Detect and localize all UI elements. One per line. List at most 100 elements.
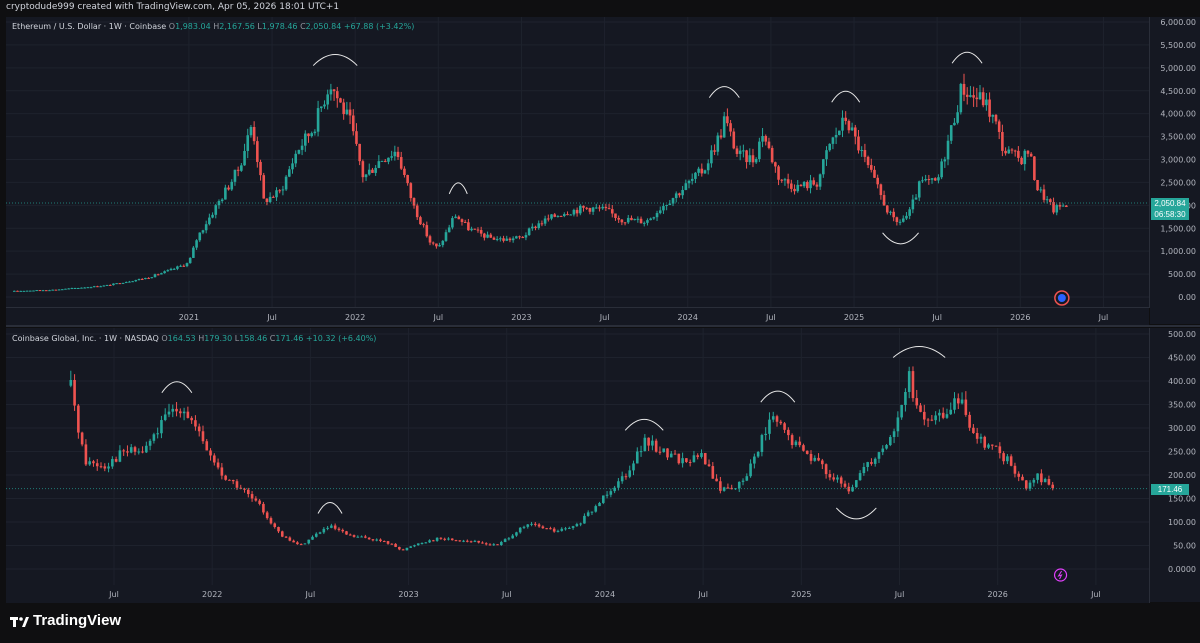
- candle-body: [719, 135, 723, 138]
- candle-body: [326, 94, 329, 105]
- candle-body: [964, 399, 968, 415]
- candle-body: [624, 476, 628, 478]
- candle-body: [76, 288, 80, 290]
- candle-body: [541, 526, 545, 529]
- candle-body: [105, 284, 109, 286]
- candle-body: [447, 227, 451, 233]
- candle-body: [374, 167, 377, 173]
- candle-body: [575, 209, 579, 214]
- candle-body: [73, 288, 77, 290]
- y-tick-label: 300.00: [1168, 424, 1196, 433]
- candle-body: [889, 211, 892, 213]
- candle-body: [1021, 476, 1024, 481]
- candle-body: [662, 448, 666, 453]
- x-tick-label: Jul: [765, 313, 776, 322]
- candle-body: [182, 265, 186, 267]
- candle-body: [351, 115, 355, 132]
- candle-body: [924, 179, 927, 181]
- tradingview-brand[interactable]: TradingView: [33, 612, 122, 629]
- candle-body: [345, 531, 348, 535]
- candle-body: [730, 487, 733, 490]
- candle-body: [892, 211, 895, 218]
- candle-body: [153, 274, 157, 278]
- coin-x-axis[interactable]: Jul 2022 Jul 2023 Jul 2024 Jul 2025 Jul 2026 Jul: [6, 585, 1149, 603]
- candle-body: [51, 289, 54, 291]
- top-arc-annotation: [317, 502, 343, 514]
- candle-body: [500, 541, 503, 546]
- candle-body: [534, 523, 537, 525]
- candle-body: [303, 133, 307, 146]
- candle-body: [598, 207, 601, 209]
- candle-body: [156, 433, 159, 435]
- candle-body: [531, 226, 534, 229]
- candle-body: [620, 219, 624, 223]
- candle-body: [103, 466, 107, 469]
- y-tick-label: 150.00: [1168, 495, 1196, 504]
- x-tick-label: 2023: [511, 313, 531, 322]
- candle-body: [147, 277, 150, 279]
- candle-body: [537, 524, 541, 527]
- candle-body: [933, 178, 937, 181]
- eth-y-axis[interactable]: 6,000.00 5,500.00 5,000.00 4,500.00 4,000.00…: [1150, 17, 1200, 324]
- candle-body: [460, 219, 464, 222]
- candle-body: [590, 511, 594, 513]
- candle-body: [758, 141, 761, 160]
- candle-body: [524, 235, 528, 238]
- candle-body: [613, 487, 616, 492]
- candle-body: [614, 213, 617, 218]
- candle-body: [48, 290, 51, 292]
- eth-chart-pane[interactable]: [6, 17, 1150, 308]
- x-tick-label: Jul: [599, 313, 610, 322]
- candle-body: [208, 217, 211, 225]
- candle-body: [793, 188, 796, 192]
- candle-body: [486, 234, 489, 238]
- candle-body: [246, 135, 250, 151]
- candle-body: [115, 283, 118, 285]
- candle-body: [172, 268, 176, 270]
- candle-body: [250, 494, 254, 499]
- candle-body: [80, 432, 84, 445]
- candle-body: [428, 540, 431, 543]
- candle-body: [133, 447, 137, 452]
- eth-symbol-line: Ethereum / U.S. Dollar · 1W · Coinbase: [12, 22, 167, 31]
- candle-body: [741, 480, 745, 482]
- candle-body: [649, 218, 652, 221]
- x-tick-label: 2026: [988, 590, 1008, 599]
- candle-body: [844, 117, 848, 121]
- candle-body: [1002, 453, 1005, 462]
- candle-body: [681, 458, 684, 464]
- event-flag-icon: [1054, 290, 1070, 306]
- eth-x-axis[interactable]: 2021 Jul 2022 Jul 2023 Jul 2024 Jul 2025 Jul 2026 J…: [6, 308, 1149, 326]
- candle-body: [1009, 456, 1013, 466]
- coin-chart-pane[interactable]: [6, 328, 1150, 603]
- top-arc-annotation: [624, 418, 664, 431]
- candle-body: [839, 477, 843, 484]
- eth-change: +67.88 (+3.42%): [343, 22, 415, 31]
- candle-body: [502, 238, 505, 241]
- candle-body: [160, 420, 163, 434]
- candle-body: [358, 143, 361, 162]
- coin-y-axis[interactable]: 500.00 450.00 400.00 350.00 300.00 250.00 200.…: [1150, 328, 1200, 602]
- y-tick-label: 4,000.00: [1160, 110, 1196, 119]
- candle-body: [364, 174, 368, 178]
- candle-body: [412, 198, 416, 206]
- candle-body: [477, 540, 480, 543]
- candle-body: [432, 540, 435, 542]
- candle-body: [326, 527, 329, 529]
- candle-body: [454, 540, 458, 542]
- candle-body: [29, 290, 32, 292]
- candle-body: [508, 238, 512, 241]
- candle-body: [213, 455, 216, 463]
- candle-body: [790, 183, 793, 189]
- top-arc-annotation: [708, 86, 740, 98]
- candle-body: [972, 95, 975, 98]
- y-tick-label: 1,000.00: [1160, 247, 1196, 256]
- candle-body: [692, 455, 696, 463]
- candle-body: [540, 223, 544, 225]
- candle-body: [876, 177, 879, 185]
- x-tick-label: 2026: [1010, 313, 1030, 322]
- candle-body: [760, 435, 764, 452]
- candle-body: [774, 162, 777, 167]
- pane-separator[interactable]: [6, 325, 1200, 327]
- eth-h-label: H: [213, 22, 220, 31]
